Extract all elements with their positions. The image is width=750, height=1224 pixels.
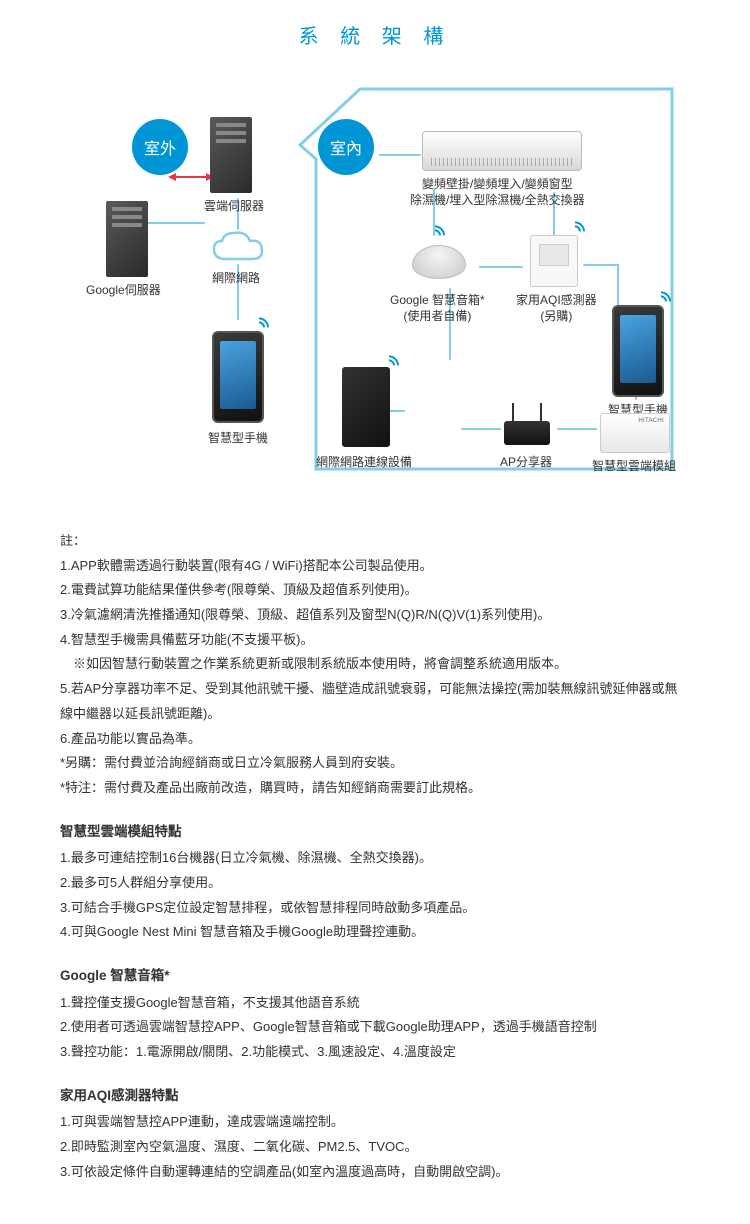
phone_out-device (212, 331, 264, 423)
notes-section: 註： 1.APP軟體需透過行動裝置(限有4G / WiFi)搭配本公司製品使用。… (60, 529, 690, 1184)
ac-device (422, 131, 582, 171)
sec3-title: 家用AQI感測器特點 (60, 1083, 690, 1109)
note-line: 3.可依設定條件自動運轉連結的空調產品(如室內溫度過高時，自動開啟空調)。 (60, 1160, 690, 1185)
sec2-title: Google 智慧音箱* (60, 963, 690, 989)
note-line: 1.聲控僅支援Google智慧音箱，不支援其他語音系統 (60, 991, 690, 1016)
note-line: 5.若AP分享器功率不足、受到其他訊號干擾、牆壁造成訊號衰弱，可能無法操控(需加… (60, 677, 690, 726)
note-line: 4.智慧型手機需具備藍牙功能(不支援平板)。 (60, 628, 690, 653)
cloud_server-device (210, 117, 252, 193)
cloud_server-label: 雲端伺服器 (204, 199, 264, 215)
note-line: 1.APP軟體需透過行動裝置(限有4G / WiFi)搭配本公司製品使用。 (60, 554, 690, 579)
router-label: 網際網路連線設備 (316, 455, 412, 471)
note-line: 6.產品功能以實品為準。 (60, 727, 690, 752)
note-line: ※如因智慧行動裝置之作業系統更新或限制系統版本使用時，將會調整系統適用版本。 (60, 652, 690, 677)
ap-label: AP分享器 (500, 455, 552, 471)
note-line: 1.最多可連結控制16台機器(日立冷氣機、除濕機、全熱交換器)。 (60, 846, 690, 871)
module-label: 智慧型雲端模組 (592, 459, 676, 475)
note-line: 2.最多可5人群組分享使用。 (60, 871, 690, 896)
google_server-device (106, 201, 148, 277)
system-diagram: 室外 室內 雲端伺服器 Google伺服器 網際網路智慧型手機 變頻壁掛/變頻埋入/變… (60, 59, 690, 499)
note-line: 2.使用者可透過雲端智慧控APP、Google智慧音箱或下載Google助理AP… (60, 1015, 690, 1040)
note-line: 1.可與雲端智慧控APP連動，達成雲端遠端控制。 (60, 1110, 690, 1135)
phone_out-label: 智慧型手機 (208, 431, 268, 447)
cloud-icon (208, 229, 268, 269)
note-line: 2.電費試算功能結果僅供參考(限尊榮、頂級及超值系列使用)。 (60, 578, 690, 603)
indoor-badge: 室內 (318, 119, 374, 175)
google_server-label: Google伺服器 (86, 283, 161, 299)
note-line: 3.可結合手機GPS定位設定智慧排程，或依智慧排程同時啟動多項產品。 (60, 896, 690, 921)
note-line: *特注：需付費及產品出廠前改造，購買時，請告知經銷商需要訂此規格。 (60, 776, 690, 801)
note-line: 3.冷氣濾網清洗推播通知(限尊榮、頂級、超值系列及窗型N(Q)R/N(Q)V(1… (60, 603, 690, 628)
sec1-title: 智慧型雲端模組特點 (60, 819, 690, 845)
aqi-label: 家用AQI感測器(另購) (516, 293, 597, 324)
module-device (600, 413, 670, 453)
wifi-icon (422, 221, 447, 246)
ap-device (504, 421, 550, 445)
ac-label: 變頻壁掛/變頻埋入/變頻窗型除濕機/埋入型除濕機/全熱交換器 (410, 177, 585, 208)
note-line: 4.可與Google Nest Mini 智慧音箱及手機Google助理聲控連動… (60, 920, 690, 945)
note-line: 3.聲控功能：1.電源開啟/關閉、2.功能模式、3.風速設定、4.溫度設定 (60, 1040, 690, 1065)
speaker-label: Google 智慧音箱*(使用者自備) (390, 293, 485, 324)
aqi-device (530, 235, 578, 287)
diagram-title: 系 統 架 構 (60, 20, 690, 49)
cloud-label: 網際網路 (212, 271, 260, 287)
outdoor-badge: 室外 (132, 119, 188, 175)
note-line: *另購：需付費並洽詢經銷商或日立冷氣服務人員到府安裝。 (60, 751, 690, 776)
notes-header: 註： (60, 529, 690, 554)
note-line: 2.即時監測室內空氣溫度、濕度、二氧化碳、PM2.5、TVOC。 (60, 1135, 690, 1160)
phone_in-device (612, 305, 664, 397)
speaker-device (412, 245, 466, 279)
router-device (342, 367, 390, 447)
